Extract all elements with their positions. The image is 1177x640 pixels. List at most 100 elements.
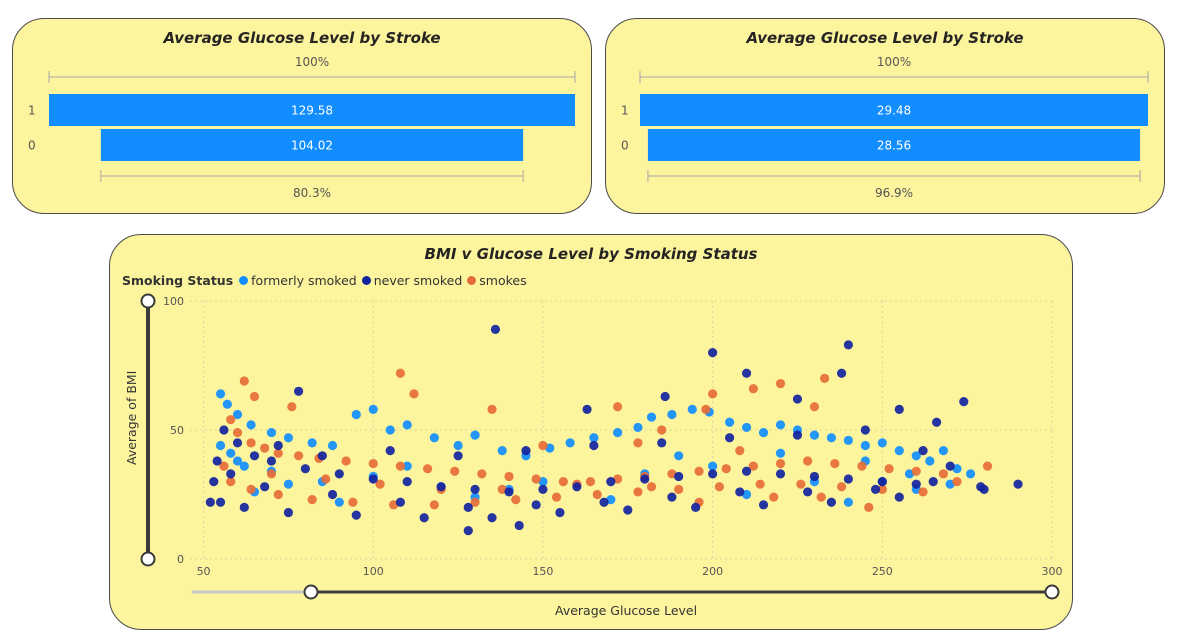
point-never-smoked-48[interactable] [758, 500, 769, 510]
point-formerly-smoked-4[interactable] [266, 427, 277, 438]
point-formerly-smoked-67[interactable] [775, 448, 786, 458]
point-formerly-smoked-12[interactable] [429, 433, 439, 443]
point-smokes-79[interactable] [657, 425, 667, 435]
point-never-smoked-65[interactable] [792, 430, 803, 440]
point-formerly-smoked-64[interactable] [402, 461, 412, 471]
point-formerly-smoked-26[interactable] [724, 417, 735, 427]
point-smokes-40[interactable] [938, 469, 949, 479]
y-zoom-slider-handle-top[interactable] [140, 293, 156, 309]
point-smokes-75[interactable] [735, 446, 745, 456]
point-smokes-5[interactable] [748, 384, 758, 394]
point-smokes-35[interactable] [803, 456, 813, 466]
point-smokes-18[interactable] [341, 456, 351, 466]
point-formerly-smoked-11[interactable] [402, 420, 412, 430]
point-smokes-42[interactable] [226, 477, 236, 487]
point-smokes-51[interactable] [551, 492, 562, 502]
point-never-smoked-77[interactable] [209, 477, 219, 487]
point-smokes-37[interactable] [857, 461, 867, 471]
point-never-smoked-11[interactable] [932, 417, 942, 427]
point-smokes-13[interactable] [246, 438, 256, 448]
point-never-smoked-33[interactable] [775, 469, 786, 479]
point-never-smoked-49[interactable] [826, 497, 837, 507]
point-smokes-15[interactable] [273, 448, 283, 458]
point-smokes-4[interactable] [708, 389, 718, 399]
point-formerly-smoked-34[interactable] [860, 440, 870, 451]
point-formerly-smoked-0[interactable] [215, 389, 226, 399]
point-smokes-77[interactable] [701, 404, 711, 414]
point-never-smoked-39[interactable] [215, 497, 226, 507]
point-smokes-12[interactable] [232, 427, 243, 438]
point-smokes-46[interactable] [348, 497, 358, 507]
point-formerly-smoked-8[interactable] [351, 409, 361, 420]
point-formerly-smoked-1[interactable] [222, 399, 232, 409]
point-smokes-22[interactable] [450, 466, 460, 476]
point-never-smoked-32[interactable] [741, 466, 752, 476]
point-smokes-0[interactable] [395, 368, 406, 378]
point-smokes-72[interactable] [816, 492, 826, 502]
point-never-smoked-17[interactable] [249, 451, 260, 461]
point-smokes-48[interactable] [429, 500, 439, 510]
point-smokes-52[interactable] [592, 489, 602, 500]
point-smokes-62[interactable] [219, 461, 229, 471]
point-never-smoked-58[interactable] [667, 492, 677, 502]
point-smokes-14[interactable] [260, 443, 270, 453]
point-smokes-10[interactable] [287, 402, 297, 412]
point-never-smoked-56[interactable] [531, 500, 541, 510]
point-smokes-61[interactable] [952, 477, 962, 487]
point-never-smoked-75[interactable] [514, 520, 524, 531]
funnel-1-bar-0[interactable] [647, 129, 1141, 161]
funnel-1-bar-1[interactable] [640, 94, 1148, 126]
point-never-smoked-69[interactable] [521, 446, 531, 456]
point-formerly-smoked-28[interactable] [758, 427, 769, 438]
point-formerly-smoked-6[interactable] [307, 438, 317, 448]
point-never-smoked-61[interactable] [870, 484, 881, 494]
point-formerly-smoked-21[interactable] [633, 422, 643, 433]
point-formerly-smoked-38[interactable] [925, 456, 935, 466]
point-formerly-smoked-14[interactable] [470, 430, 480, 440]
point-formerly-smoked-27[interactable] [741, 422, 752, 433]
point-smokes-60[interactable] [918, 487, 928, 497]
point-smokes-59[interactable] [877, 484, 887, 494]
point-smokes-69[interactable] [646, 482, 657, 492]
point-never-smoked-10[interactable] [792, 394, 803, 404]
point-never-smoked-20[interactable] [334, 469, 344, 479]
point-smokes-38[interactable] [884, 464, 894, 474]
point-formerly-smoked-31[interactable] [809, 430, 820, 440]
point-never-smoked-44[interactable] [487, 513, 497, 523]
point-never-smoked-66[interactable] [724, 433, 735, 443]
point-smokes-58[interactable] [836, 482, 847, 492]
point-never-smoked-28[interactable] [606, 477, 616, 487]
point-smokes-34[interactable] [775, 458, 786, 469]
point-never-smoked-37[interactable] [911, 479, 921, 489]
point-never-smoked-40[interactable] [239, 502, 249, 512]
point-never-smoked-73[interactable] [273, 440, 283, 451]
point-never-smoked-78[interactable] [212, 456, 222, 466]
point-never-smoked-25[interactable] [504, 487, 514, 497]
point-never-smoked-21[interactable] [368, 474, 378, 484]
point-smokes-19[interactable] [368, 458, 378, 469]
x-zoom-slider-handle-left[interactable] [303, 584, 319, 600]
point-formerly-smoked-39[interactable] [938, 446, 949, 456]
point-smokes-21[interactable] [422, 464, 433, 474]
funnel-0-bar-0[interactable] [100, 129, 524, 161]
point-smokes-24[interactable] [504, 471, 514, 482]
point-formerly-smoked-36[interactable] [894, 446, 904, 456]
point-never-smoked-62[interactable] [945, 461, 955, 471]
point-never-smoked-54[interactable] [395, 497, 406, 507]
point-smokes-11[interactable] [226, 415, 236, 425]
point-formerly-smoked-59[interactable] [843, 497, 853, 507]
point-smokes-8[interactable] [613, 402, 623, 412]
point-never-smoked-63[interactable] [918, 446, 928, 456]
point-smokes-36[interactable] [830, 458, 840, 469]
y-zoom-slider-handle-bottom[interactable] [140, 551, 156, 567]
point-smokes-9[interactable] [487, 404, 497, 414]
point-smokes-65[interactable] [375, 479, 385, 489]
point-formerly-smoked-37[interactable] [911, 451, 921, 461]
point-smokes-50[interactable] [511, 495, 521, 505]
point-formerly-smoked-5[interactable] [283, 433, 294, 443]
point-formerly-smoked-15[interactable] [497, 446, 507, 456]
legend-item-smokes[interactable]: smokes [467, 273, 527, 288]
point-formerly-smoked-41[interactable] [965, 469, 976, 479]
point-never-smoked-67[interactable] [657, 438, 667, 448]
point-smokes-23[interactable] [477, 469, 487, 479]
